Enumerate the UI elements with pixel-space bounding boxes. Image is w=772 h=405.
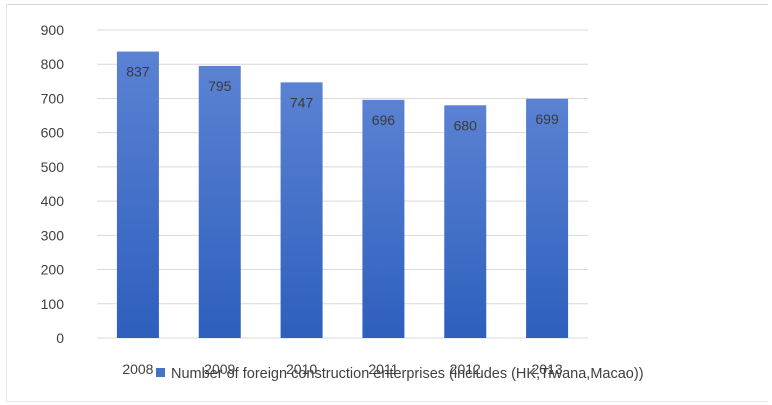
bar [362,100,404,338]
x-tick-label: 2008 [122,361,153,377]
y-tick-label: 0 [56,330,64,346]
bar [526,99,568,338]
y-tick-label: 900 [41,22,65,38]
y-axis-ticks: 0 100 200 300 400 500 600 700 800 900 [41,22,65,346]
bar-data-label: 696 [372,112,396,128]
bar-data-label: 837 [126,64,150,80]
y-tick-label: 600 [41,125,65,141]
bar-data-label: 680 [454,117,478,133]
bar [117,52,159,338]
bar [199,66,241,338]
bar [444,105,486,338]
bar-data-label: 699 [535,111,559,127]
y-tick-label: 500 [41,159,65,175]
legend-label: Number of foreign construction enterpris… [171,366,644,382]
legend-marker [156,368,165,377]
y-tick-label: 800 [41,56,65,72]
bar [281,82,323,338]
bar-data-label: 795 [208,78,232,94]
bars: 837 795 747 696 680 699 [117,52,568,338]
bar-data-label: 747 [290,94,314,110]
y-tick-label: 700 [41,90,65,106]
y-tick-label: 100 [41,296,65,312]
legend: Number of foreign construction enterpris… [156,366,644,382]
y-tick-label: 200 [41,262,65,278]
y-tick-label: 400 [41,193,65,209]
y-tick-label: 300 [41,227,65,243]
gridlines [97,30,588,338]
